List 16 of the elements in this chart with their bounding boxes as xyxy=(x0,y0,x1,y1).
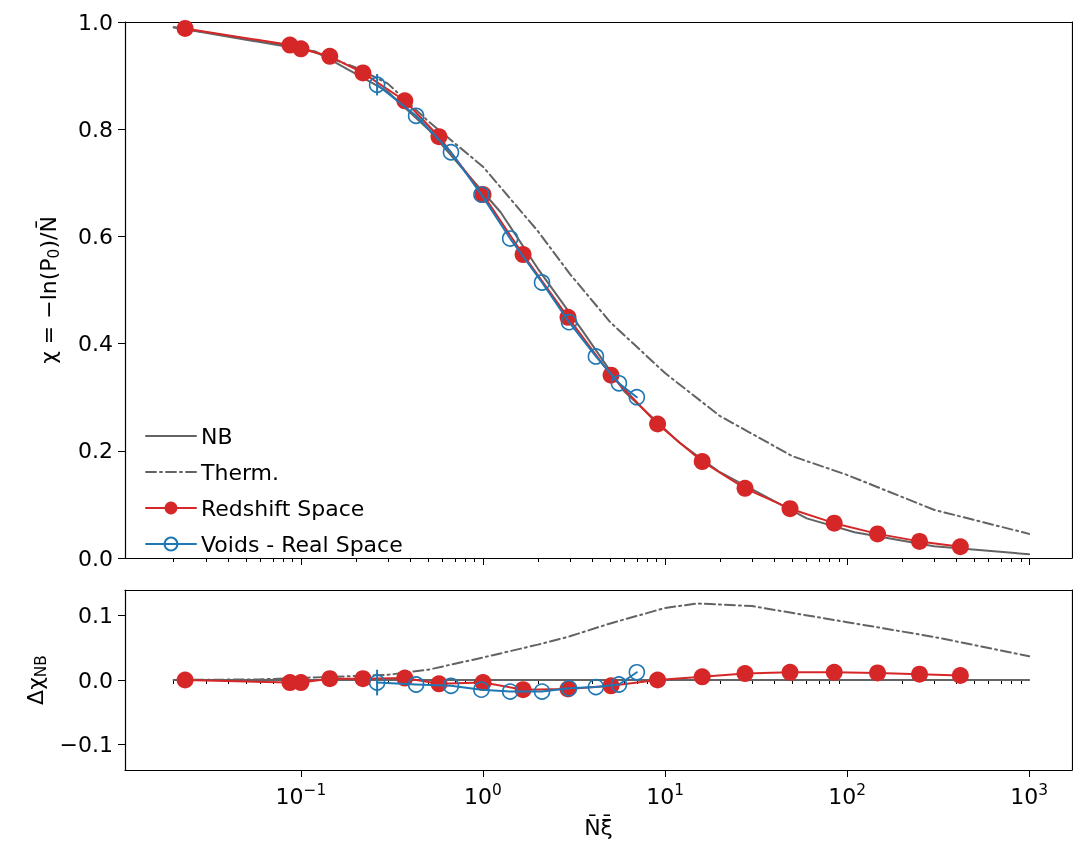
y-tick-label: 0.0 xyxy=(78,545,113,571)
legend-label: NB xyxy=(201,423,233,449)
y-axis-title: χ = −ln(P0)/N̄ xyxy=(35,216,63,364)
legend-label: Redshift Space xyxy=(201,495,365,521)
x-axis-title: N̄ξ̄ xyxy=(584,814,613,840)
y-tick-label: 1.0 xyxy=(78,9,113,35)
legend-label: Therm. xyxy=(200,459,279,485)
y-tick-label: 0.1 xyxy=(78,603,113,629)
y-axis-title: ΔχNB xyxy=(23,655,51,705)
y-tick-label: 0.4 xyxy=(78,331,113,357)
y-tick-label: −0.1 xyxy=(59,731,113,757)
legend-label: Voids - Real Space xyxy=(201,531,403,557)
y-tick-label: 0.0 xyxy=(78,667,113,693)
y-tick-label: 0.8 xyxy=(78,116,113,142)
y-tick-label: 0.2 xyxy=(78,438,113,464)
y-tick-label: 0.6 xyxy=(78,223,113,249)
